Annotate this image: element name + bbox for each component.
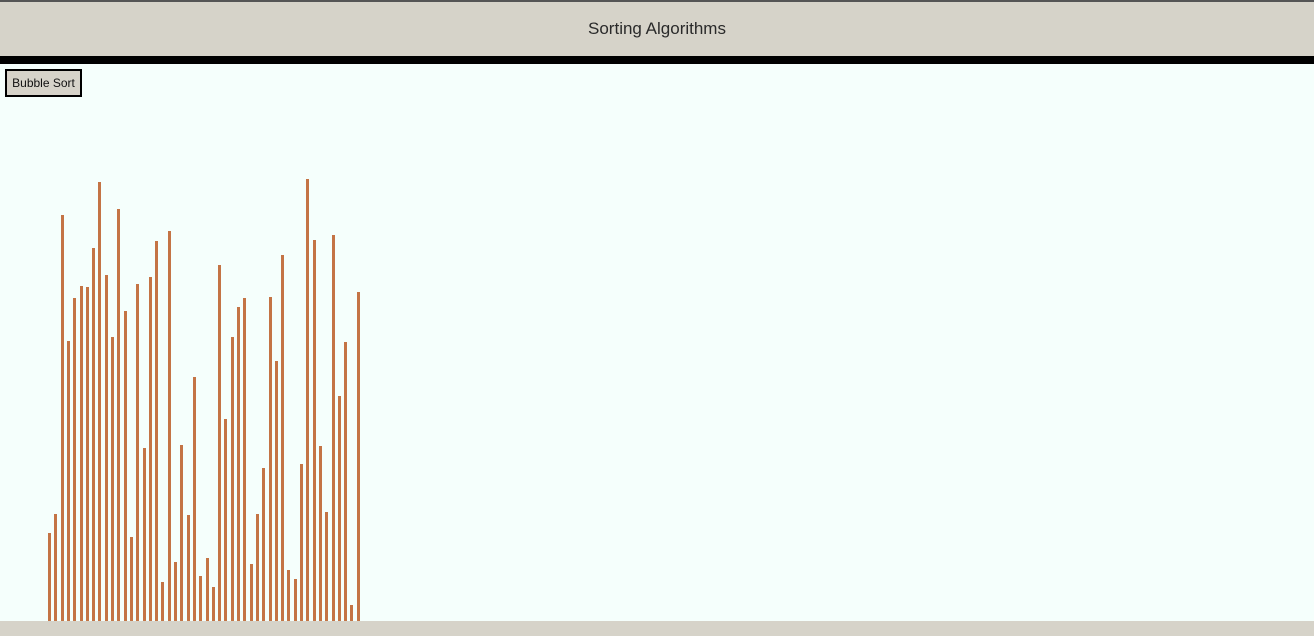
array-bar xyxy=(268,297,272,621)
array-bar xyxy=(54,514,58,621)
array-bar xyxy=(300,464,303,621)
array-bar xyxy=(224,419,228,621)
array-bar xyxy=(174,562,177,621)
array-bar xyxy=(199,576,203,621)
array-bar xyxy=(243,298,247,621)
app-header: Sorting Algorithms xyxy=(0,0,1314,56)
array-bar xyxy=(148,277,152,621)
array-bar xyxy=(337,396,341,621)
footer-bar xyxy=(0,621,1314,636)
array-bar xyxy=(262,468,266,621)
array-bar xyxy=(155,241,159,621)
array-bar xyxy=(66,341,70,621)
array-bar xyxy=(287,570,291,621)
array-bar xyxy=(167,231,171,621)
array-bar xyxy=(192,377,196,621)
array-bar xyxy=(331,235,335,621)
array-bar xyxy=(255,514,259,621)
array-bar xyxy=(123,311,127,621)
array-bar xyxy=(344,342,348,621)
array-bar xyxy=(180,445,184,621)
array-bar xyxy=(104,275,108,621)
header-divider xyxy=(0,56,1314,64)
array-bar xyxy=(230,337,234,621)
page-title: Sorting Algorithms xyxy=(588,19,726,38)
array-bar xyxy=(237,307,240,621)
array-bar xyxy=(325,512,329,621)
array-bar xyxy=(48,533,51,621)
array-bar xyxy=(85,287,89,621)
array-bar xyxy=(356,292,360,621)
bar-chart xyxy=(0,64,1314,621)
array-bar xyxy=(281,255,285,621)
array-bar xyxy=(136,284,140,621)
sorting-canvas: Bubble Sort xyxy=(0,64,1314,621)
array-bar xyxy=(129,537,133,621)
array-bar xyxy=(79,286,83,621)
bubble-sort-button[interactable]: Bubble Sort xyxy=(5,69,82,97)
array-bar xyxy=(205,558,209,621)
array-bar xyxy=(274,361,278,621)
array-bar xyxy=(161,582,165,621)
array-bar xyxy=(293,579,297,621)
array-bar xyxy=(111,337,114,621)
array-bar xyxy=(142,448,146,621)
array-bar xyxy=(73,298,77,621)
array-bar xyxy=(186,515,190,621)
array-bar xyxy=(117,209,121,621)
array-bar xyxy=(312,240,316,621)
array-bar xyxy=(318,446,322,621)
array-bar xyxy=(60,215,64,621)
array-bar xyxy=(92,248,96,621)
array-bar xyxy=(249,564,253,621)
array-bar xyxy=(350,605,354,621)
array-bar xyxy=(211,587,215,621)
array-bar xyxy=(218,265,222,621)
array-bar xyxy=(98,182,102,621)
array-bar xyxy=(306,179,310,621)
